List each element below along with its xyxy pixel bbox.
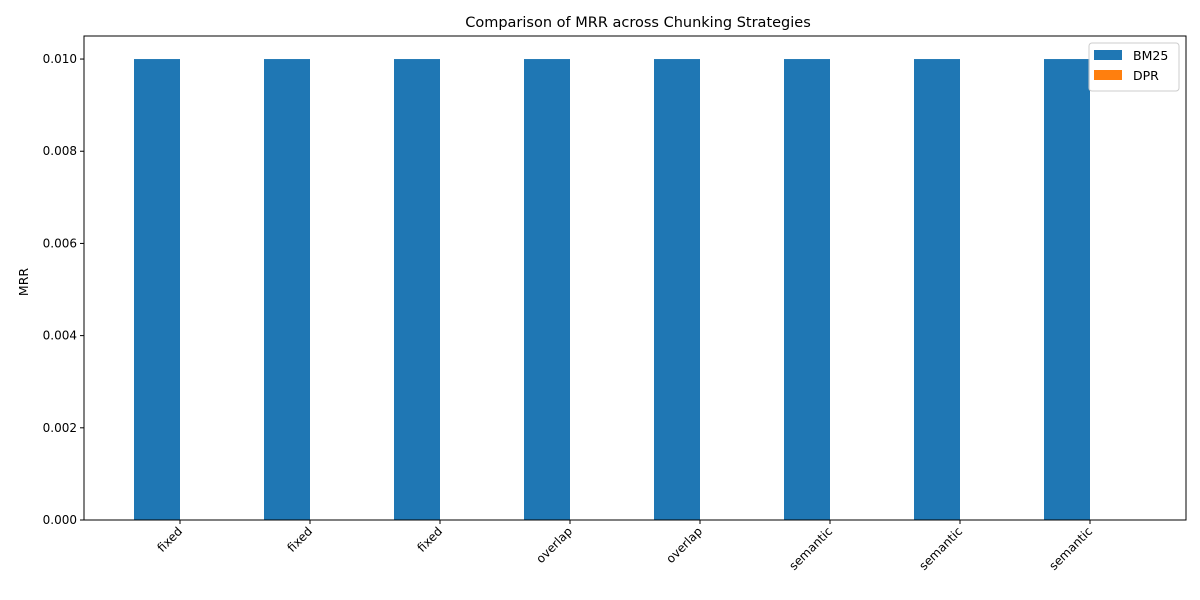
y-axis: 0.000 0.002 0.004 0.006 0.008 0.010 <box>43 52 84 527</box>
y-tick-label: 0.002 <box>43 421 77 435</box>
bar-bm25-6 <box>914 59 960 521</box>
x-tick-label: overlap <box>663 524 705 566</box>
x-tick-label: overlap <box>533 524 575 566</box>
legend-swatch-dpr <box>1094 70 1122 80</box>
x-tick-label: fixed <box>285 524 316 555</box>
y-tick-label: 0.006 <box>43 236 77 250</box>
x-tick-label: fixed <box>415 524 446 555</box>
bar-bm25-4 <box>654 59 700 521</box>
legend-label-bm25: BM25 <box>1133 48 1168 63</box>
x-tick-label: semantic <box>916 524 965 573</box>
x-tick-label: semantic <box>786 524 835 573</box>
bar-bm25-7 <box>1044 59 1090 521</box>
bar-bm25-3 <box>524 59 570 521</box>
y-tick-label: 0.000 <box>43 513 77 527</box>
chart-title: Comparison of MRR across Chunking Strate… <box>465 15 811 31</box>
x-axis: fixed fixed fixed overlap overlap semantic sem… <box>155 520 1095 573</box>
plot-frame <box>83 35 1187 521</box>
legend: BM25 DPR <box>1088 42 1180 92</box>
legend-swatch-bm25 <box>1094 50 1122 60</box>
bar-bm25-2 <box>394 59 440 521</box>
y-tick-label: 0.004 <box>43 329 77 343</box>
bars-layer <box>134 59 1090 521</box>
y-axis-label: MRR <box>16 268 31 296</box>
x-tick-label: semantic <box>1046 524 1095 573</box>
bar-bm25-0 <box>134 59 180 521</box>
y-tick-label: 0.008 <box>43 144 77 158</box>
x-tick-label: fixed <box>155 524 186 555</box>
bar-bm25-1 <box>264 59 310 521</box>
legend-label-dpr: DPR <box>1133 68 1159 83</box>
y-tick-label: 0.010 <box>43 52 77 66</box>
bar-bm25-5 <box>784 59 830 521</box>
